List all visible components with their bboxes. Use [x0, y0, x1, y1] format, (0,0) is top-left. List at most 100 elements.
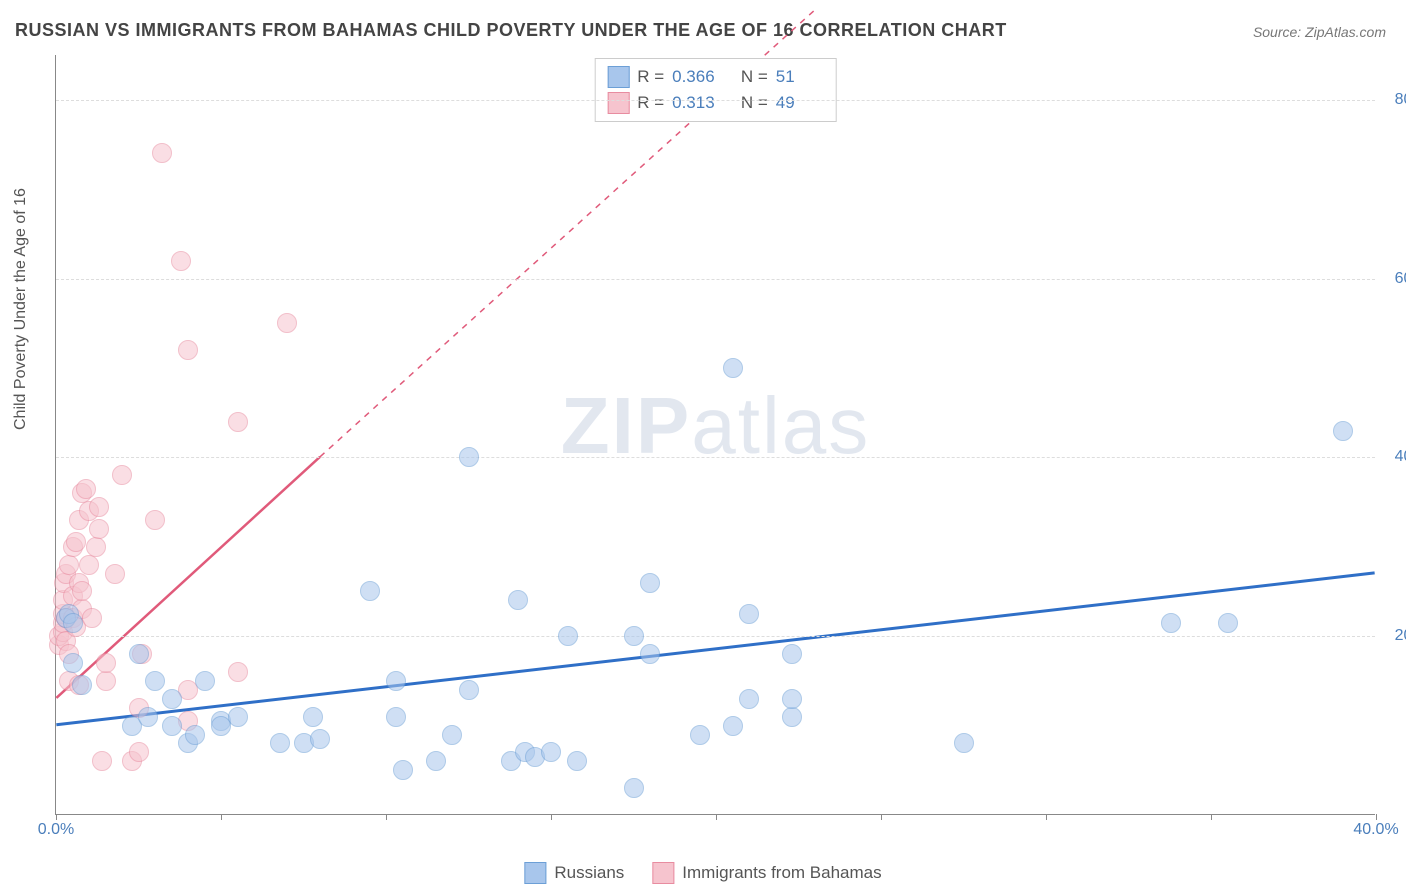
bahamas-point	[228, 662, 248, 682]
bahamas-point	[171, 251, 191, 271]
stat-n-russians: 51	[776, 67, 824, 87]
y-tick-label: 40.0%	[1380, 448, 1406, 466]
stat-r-label: R =	[637, 93, 664, 113]
russians-point	[567, 751, 587, 771]
x-tick	[221, 814, 222, 820]
stats-row-russians: R = 0.366 N = 51	[607, 64, 824, 90]
russians-point	[442, 725, 462, 745]
russians-point	[739, 689, 759, 709]
russians-point	[624, 626, 644, 646]
y-tick-label: 20.0%	[1380, 627, 1406, 645]
russians-point	[270, 733, 290, 753]
y-tick-label: 60.0%	[1380, 270, 1406, 288]
x-tick	[386, 814, 387, 820]
plot-area: ZIPatlas R = 0.366 N = 51 R = 0.313 N = …	[55, 55, 1375, 815]
russians-point	[690, 725, 710, 745]
swatch-bahamas-icon	[607, 92, 629, 114]
gridline	[56, 457, 1375, 458]
russians-point	[63, 653, 83, 673]
bahamas-point	[145, 510, 165, 530]
x-tick	[551, 814, 552, 820]
russians-point	[739, 604, 759, 624]
russians-point	[426, 751, 446, 771]
legend-item-russians: Russians	[524, 862, 624, 884]
x-tick-label: 40.0%	[1353, 821, 1398, 839]
source-attribution: Source: ZipAtlas.com	[1253, 24, 1386, 40]
x-tick-label: 0.0%	[38, 821, 74, 839]
bahamas-point	[96, 671, 116, 691]
gridline	[56, 279, 1375, 280]
bahamas-point	[178, 340, 198, 360]
bahamas-point	[89, 497, 109, 517]
bahamas-point	[152, 143, 172, 163]
russians-point	[310, 729, 330, 749]
russians-point	[640, 573, 660, 593]
stat-r-russians: 0.366	[672, 67, 720, 87]
russians-point	[138, 707, 158, 727]
legend-item-bahamas: Immigrants from Bahamas	[652, 862, 881, 884]
russians-point	[782, 644, 802, 664]
x-tick	[1046, 814, 1047, 820]
stat-r-label: R =	[637, 67, 664, 87]
russians-point	[459, 680, 479, 700]
stat-n-label: N =	[741, 67, 768, 87]
stat-n-label: N =	[741, 93, 768, 113]
russians-point	[162, 689, 182, 709]
russians-point	[541, 742, 561, 762]
source-prefix: Source:	[1253, 24, 1305, 40]
bahamas-point	[129, 742, 149, 762]
bahamas-point	[105, 564, 125, 584]
legend-label-russians: Russians	[554, 863, 624, 883]
bahamas-point	[277, 313, 297, 333]
correlation-stats-box: R = 0.366 N = 51 R = 0.313 N = 49	[594, 58, 837, 122]
russians-point	[459, 447, 479, 467]
russians-point	[508, 590, 528, 610]
legend-swatch-russians-icon	[524, 862, 546, 884]
source-name: ZipAtlas.com	[1305, 24, 1386, 40]
chart-title: RUSSIAN VS IMMIGRANTS FROM BAHAMAS CHILD…	[15, 20, 1007, 41]
russians-point	[63, 613, 83, 633]
russians-point	[782, 707, 802, 727]
russians-point	[72, 675, 92, 695]
russians-point	[558, 626, 578, 646]
stats-row-bahamas: R = 0.313 N = 49	[607, 90, 824, 116]
y-tick-label: 80.0%	[1380, 91, 1406, 109]
russians-point	[145, 671, 165, 691]
x-tick	[1376, 814, 1377, 820]
russians-point	[360, 581, 380, 601]
russians-point	[228, 707, 248, 727]
bahamas-point	[86, 537, 106, 557]
y-axis-label: Child Poverty Under the Age of 16	[12, 188, 30, 430]
stat-n-bahamas: 49	[776, 93, 824, 113]
russians-point	[185, 725, 205, 745]
x-tick	[716, 814, 717, 820]
trend-lines-layer	[56, 55, 1375, 814]
bahamas-point	[96, 653, 116, 673]
bahamas-point	[89, 519, 109, 539]
bahamas-point	[92, 751, 112, 771]
bahamas-point	[59, 555, 79, 575]
x-tick	[881, 814, 882, 820]
swatch-russians-icon	[607, 66, 629, 88]
x-tick	[1211, 814, 1212, 820]
russians-point	[954, 733, 974, 753]
russians-point	[195, 671, 215, 691]
bahamas-point	[82, 608, 102, 628]
russians-point	[723, 716, 743, 736]
russians-point	[393, 760, 413, 780]
bahamas-point	[228, 412, 248, 432]
russians-point	[1218, 613, 1238, 633]
russians-point	[386, 707, 406, 727]
chart-container: RUSSIAN VS IMMIGRANTS FROM BAHAMAS CHILD…	[0, 0, 1406, 892]
russians-point	[1333, 421, 1353, 441]
stat-r-bahamas: 0.313	[672, 93, 720, 113]
russians-point	[303, 707, 323, 727]
gridline	[56, 636, 1375, 637]
bahamas-point	[76, 479, 96, 499]
trendline	[56, 573, 1374, 725]
bahamas-point	[112, 465, 132, 485]
legend-swatch-bahamas-icon	[652, 862, 674, 884]
russians-point	[129, 644, 149, 664]
series-legend: Russians Immigrants from Bahamas	[524, 862, 881, 884]
russians-point	[723, 358, 743, 378]
